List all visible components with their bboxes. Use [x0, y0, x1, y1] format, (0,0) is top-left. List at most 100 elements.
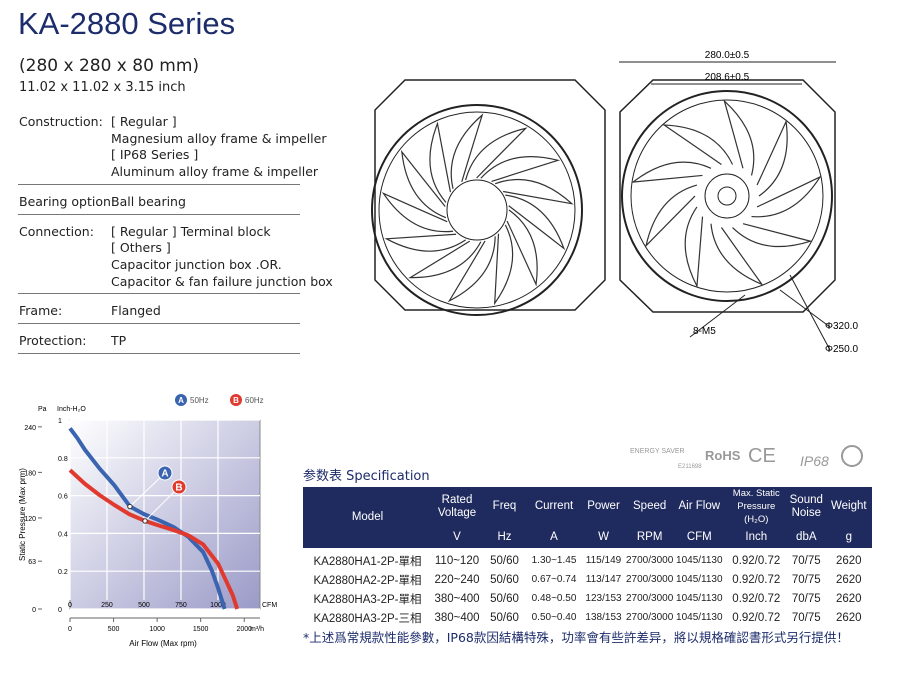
legend-marker	[175, 394, 187, 406]
cell: 70/75	[791, 611, 821, 624]
blade	[381, 192, 454, 233]
y2-unit: Inch-H₂O	[57, 406, 86, 413]
ring	[378, 111, 576, 309]
cell: 0.50~0.40	[531, 612, 577, 623]
y2-tick-label: 0.2	[58, 569, 68, 576]
row: KA2880HA2-2P-單相 220~240 50/60 0.67~0.74 113/…	[303, 570, 872, 589]
y2-tick-label: 1	[58, 418, 62, 425]
cell: KA2880HA3-2P-三相	[313, 612, 422, 625]
spec-label: Protection:	[19, 333, 87, 348]
unit-cell: W	[581, 526, 626, 550]
row: KA2880HA3-2P-單相 380~400 50/60 0.48~0.50 123/…	[303, 589, 872, 608]
x2-tick-label: 0	[68, 626, 72, 633]
unit-cell: A	[527, 526, 581, 550]
blade	[429, 121, 452, 203]
y-unit: Pa	[38, 406, 47, 413]
hub	[717, 186, 737, 206]
blade	[493, 224, 514, 306]
title-en: Specification	[346, 469, 430, 484]
cell: 50/60	[490, 611, 519, 624]
y-label: Static Pressure (Max prm)	[18, 468, 27, 561]
spec-label: Construction:	[19, 114, 103, 129]
cell: 2620	[835, 611, 862, 624]
x-tick-label: 0	[68, 602, 72, 609]
ring	[630, 99, 824, 293]
header-cell: Max. Static Pressure (H₂O)	[725, 487, 788, 526]
header-cell: Power	[581, 487, 626, 526]
cell: 70/75	[791, 592, 821, 605]
x-tick-label: 500	[138, 602, 150, 609]
blade	[630, 161, 712, 183]
annotation-letter: A	[161, 469, 168, 480]
blade	[661, 124, 734, 165]
cell: 0.92/0.72	[732, 592, 781, 605]
separator	[18, 323, 300, 324]
cell: 2620	[835, 573, 862, 586]
cell: 2700/3000	[626, 574, 674, 585]
cert: E211698	[678, 464, 702, 470]
header-cell: Sound Noise	[787, 487, 826, 526]
spec-label: Bearing option:	[19, 193, 116, 209]
cell: 50/60	[490, 554, 519, 567]
spec-value: [ IP68 Series ]	[111, 147, 199, 163]
blade	[505, 194, 566, 251]
blade	[408, 240, 482, 279]
y2-tick-label: 0.4	[58, 531, 68, 538]
cell: 110~120	[434, 554, 480, 567]
cert: RoHS	[705, 448, 741, 463]
cell: 123/153	[585, 593, 622, 604]
y-tick-label: 0	[32, 607, 36, 614]
cell: 50/60	[490, 573, 519, 586]
cert-row: ENERGY SAVER RoHS CE IP68 E211698	[630, 445, 863, 470]
separator	[18, 213, 300, 215]
chart: 0 63 120 180 240 0 0.2 0.4 0.6 0.8 1 0 250 500 750 1000…	[18, 394, 277, 648]
cell: 2700/3000	[626, 555, 674, 566]
cert: ENERGY SAVER	[630, 448, 685, 455]
blade	[494, 178, 574, 205]
spec-value: TP	[111, 333, 127, 348]
spec-table: Model Rated Voltage Freq Current Power Speed A…	[303, 487, 873, 627]
cell: 70/75	[791, 573, 821, 586]
x-tick-label: 1000	[210, 602, 226, 609]
x2-tick-label: 1500	[193, 626, 209, 633]
separator	[18, 183, 300, 185]
unit-cell: V	[432, 526, 482, 550]
blade	[756, 119, 788, 197]
spec-value: [ Others ]	[111, 240, 171, 256]
blade	[450, 113, 484, 189]
spec-label: Frame:	[19, 303, 63, 319]
ring	[371, 104, 583, 316]
blade	[384, 233, 466, 252]
cell: 2700/3000	[626, 593, 674, 604]
x2-unit: m³/h	[250, 626, 264, 633]
row: KA2880HA3-2P-三相 380~400 50/60 0.50~0.40 138/…	[303, 608, 872, 627]
ring	[621, 90, 833, 302]
plot-area	[69, 419, 261, 610]
callout: 8-M5	[693, 326, 716, 337]
header-cell: Speed	[626, 487, 674, 526]
title: KA-2880 Series	[18, 6, 236, 41]
curve	[68, 468, 240, 610]
header-row: Model Rated Voltage Freq Current Power Speed A…	[303, 487, 873, 550]
blade	[645, 184, 698, 248]
spec-value: [ Regular ] Terminal block	[111, 223, 271, 239]
ccc	[841, 445, 863, 467]
annotation-marker	[157, 465, 173, 481]
size-mm: (280 x 280 x 80 mm)	[19, 56, 200, 76]
header-cell: Current	[527, 487, 581, 526]
header-cell: Weight	[825, 487, 873, 526]
legend-label: 50Hz	[190, 396, 209, 405]
x2-tick-label: 500	[108, 626, 120, 633]
cell: 70/75	[791, 554, 821, 567]
blade	[732, 223, 813, 248]
cell: 50/60	[490, 592, 519, 605]
cell: 1045/1130	[676, 555, 723, 566]
x-label: Air Flow (Max rpm)	[129, 639, 197, 648]
table-title: 参数表 Specification	[303, 465, 430, 484]
unit-cell: dbA	[787, 526, 826, 550]
cell: 2700/3000	[626, 612, 674, 623]
leader	[779, 289, 831, 328]
y-tick-label: 63	[28, 559, 36, 566]
unit-cell: Hz	[482, 526, 527, 550]
